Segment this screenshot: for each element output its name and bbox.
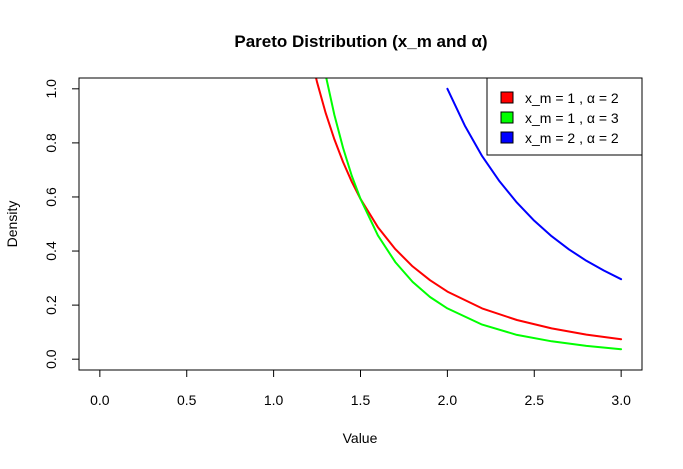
legend-swatch-3 <box>500 131 514 144</box>
x-tick-label: 2.5 <box>525 392 545 408</box>
legend-swatch-2 <box>500 111 514 124</box>
series-lines <box>315 78 623 351</box>
y-tick-label: 1.0 <box>43 79 59 99</box>
y-axis: 0.0 0.2 0.4 0.6 0.8 1.0 <box>43 79 80 369</box>
series-line-1 <box>315 78 623 341</box>
legend: x_m = 1 , α = 2 x_m = 1 , α = 3 x_m = 2 , … <box>486 77 643 156</box>
chart-title: Pareto Distribution (x_m and α) <box>234 32 487 51</box>
legend-label-3: x_m = 2 , α = 2 <box>525 130 619 146</box>
x-tick-label: 1.5 <box>351 392 371 408</box>
series-line-3 <box>446 87 623 281</box>
x-axis-label: Value <box>343 430 378 446</box>
x-tick-label: 0.0 <box>90 392 110 408</box>
x-axis: 0.0 0.5 1.0 1.5 2.0 2.5 3.0 <box>90 369 631 408</box>
series-line-2 <box>325 78 623 351</box>
legend-label-2: x_m = 1 , α = 3 <box>525 110 619 126</box>
y-tick-label: 0.4 <box>43 241 59 261</box>
x-tick-label: 0.5 <box>177 392 197 408</box>
y-tick-label: 0.0 <box>43 349 59 369</box>
y-tick-label: 0.8 <box>43 133 59 153</box>
y-axis-label: Density <box>4 201 20 248</box>
legend-swatch-1 <box>500 91 514 104</box>
legend-label-1: x_m = 1 , α = 2 <box>525 90 619 106</box>
y-tick-label: 0.2 <box>43 295 59 315</box>
x-tick-label: 1.0 <box>264 392 284 408</box>
y-tick-label: 0.6 <box>43 187 59 207</box>
x-tick-label: 3.0 <box>611 392 631 408</box>
x-tick-label: 2.0 <box>438 392 458 408</box>
